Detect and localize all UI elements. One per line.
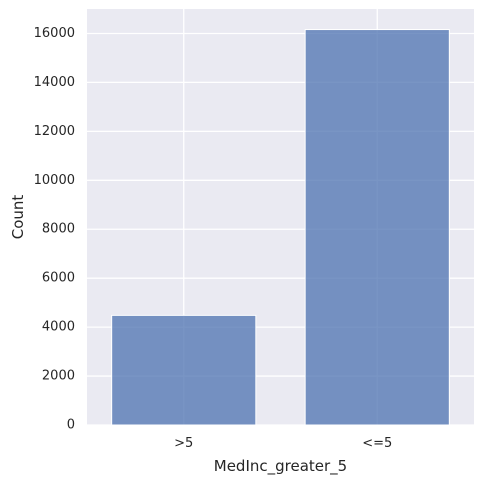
y-tick-label: 16000 <box>34 26 75 41</box>
y-tick-label: 0 <box>67 418 75 433</box>
y-axis-ticks: 0 2000 4000 6000 8000 10000 12000 14000 16000 <box>34 26 75 433</box>
bar <box>304 29 450 426</box>
y-tick-label: 8000 <box>42 222 75 237</box>
y-tick-label: 14000 <box>34 75 75 90</box>
y-tick-label: 10000 <box>34 173 75 188</box>
y-tick-label: 2000 <box>42 369 75 384</box>
bars <box>111 29 450 426</box>
y-tick-label: 4000 <box>42 320 75 335</box>
x-axis-label: MedInc_greater_5 <box>214 457 347 476</box>
x-tick-label: >5 <box>174 436 193 451</box>
y-tick-label: 6000 <box>42 271 75 286</box>
bar <box>111 314 257 426</box>
y-axis-label: Count <box>9 195 27 240</box>
x-tick-label: <=5 <box>362 436 392 451</box>
y-tick-label: 12000 <box>34 124 75 139</box>
x-axis-ticks: >5 <=5 <box>174 436 392 451</box>
